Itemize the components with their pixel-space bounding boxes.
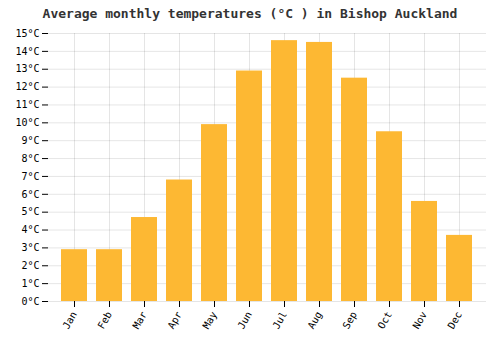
svg-text:8°C: 8°C <box>21 153 39 164</box>
svg-text:6°C: 6°C <box>21 189 39 200</box>
html-text:Average monthly temperatures (: Average monthly temperatures (°C ) in Bi… <box>42 6 458 21</box>
svg-text:Aug: Aug <box>305 310 324 331</box>
svg-text:11°C: 11°C <box>15 99 39 110</box>
svg-text:Sep: Sep <box>340 310 359 331</box>
svg-text:Jun: Jun <box>235 310 254 331</box>
svg-text:14°C: 14°C <box>15 46 39 57</box>
svg-text:3°C: 3°C <box>21 242 39 253</box>
svg-text:4°C: 4°C <box>21 224 39 235</box>
svg-text:12°C: 12°C <box>15 81 39 92</box>
svg-text:Jan: Jan <box>60 310 79 331</box>
svg-text:7°C: 7°C <box>21 171 39 182</box>
svg-text:10°C: 10°C <box>15 117 39 128</box>
svg-text:Dec: Dec <box>445 310 464 331</box>
svg-text:Apr: Apr <box>165 310 184 331</box>
svg-text:0°C: 0°C <box>21 296 39 307</box>
svg-text:13°C: 13°C <box>15 63 39 74</box>
svg-text:9°C: 9°C <box>21 135 39 146</box>
svg-text:Feb: Feb <box>95 310 114 331</box>
svg-text:Oct: Oct <box>375 310 394 331</box>
svg-text:2°C: 2°C <box>21 260 39 271</box>
svg-text:May: May <box>200 310 219 331</box>
svg-text:Jul: Jul <box>270 310 289 331</box>
svg-text:Nov: Nov <box>410 310 429 331</box>
svg-text:15°C: 15°C <box>15 28 39 39</box>
svg-text:5°C: 5°C <box>21 206 39 217</box>
svg-text:Mar: Mar <box>130 310 149 331</box>
svg-text:1°C: 1°C <box>21 278 39 289</box>
